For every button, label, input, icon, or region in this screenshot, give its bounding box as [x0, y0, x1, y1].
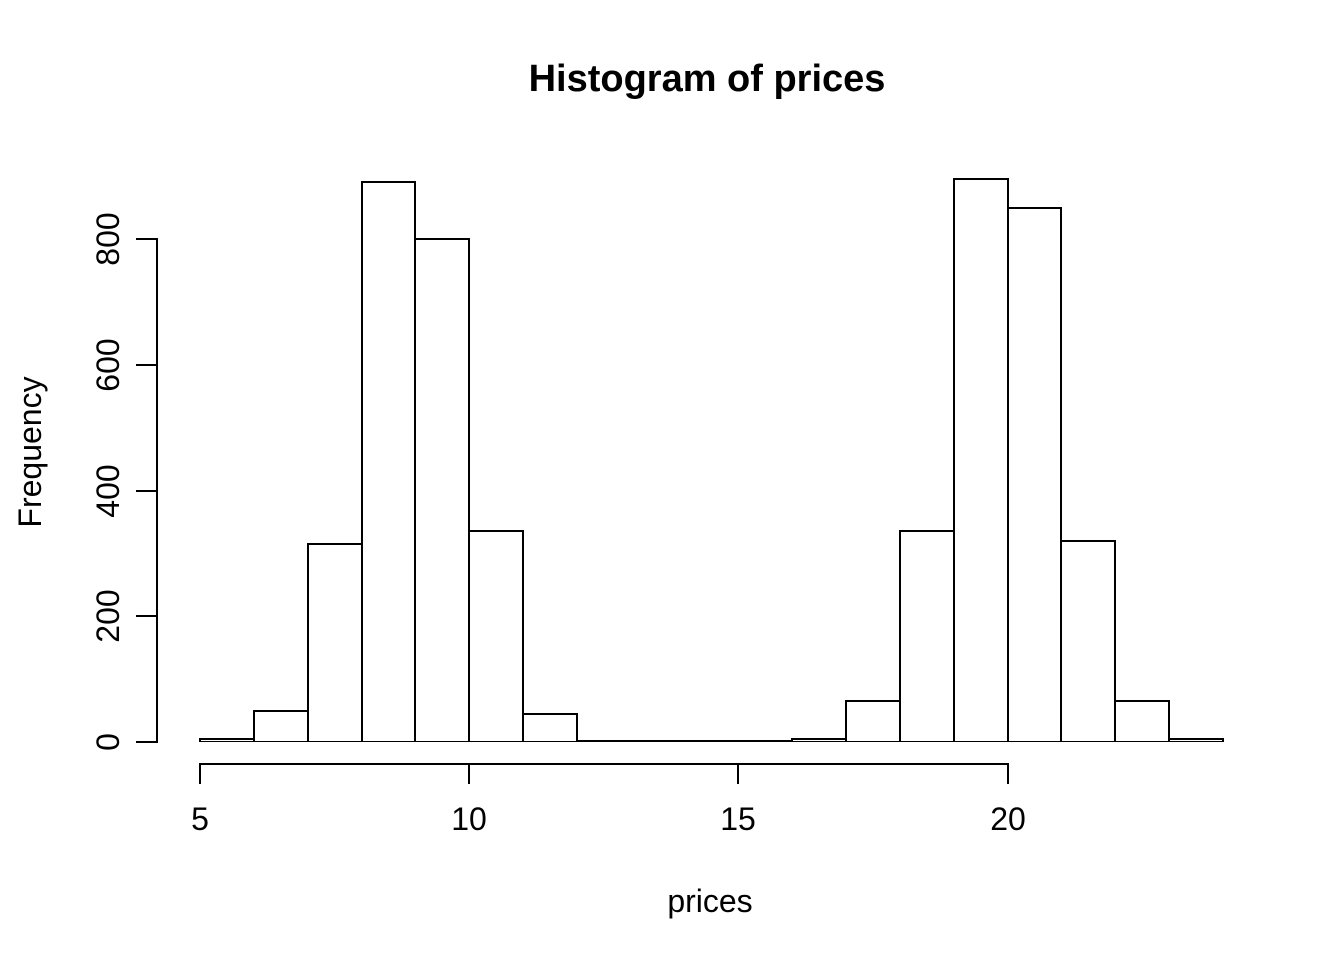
x-axis-tick [199, 763, 201, 784]
x-tick-label: 5 [191, 801, 209, 837]
histogram-bar [791, 738, 847, 741]
histogram-bar [576, 740, 632, 742]
x-axis-tick [737, 763, 739, 784]
histogram-bar [1060, 540, 1116, 741]
y-axis-tick [136, 741, 156, 743]
histogram-bar [307, 543, 363, 741]
histogram-bar [522, 713, 578, 741]
y-tick-label: 400 [90, 464, 126, 518]
y-axis-tick [136, 615, 156, 617]
x-tick-label: 15 [720, 801, 756, 837]
y-axis-line [156, 238, 158, 743]
x-axis-tick [1007, 763, 1009, 784]
histogram-bar [845, 700, 901, 741]
y-axis-tick [136, 238, 156, 240]
x-axis-line [199, 763, 1009, 765]
y-tick-label: 800 [90, 212, 126, 266]
histogram-bar [199, 738, 255, 741]
histogram-baseline [199, 740, 1224, 742]
histogram-bar [1114, 700, 1170, 741]
y-axis-tick [136, 364, 156, 366]
histogram-bar [414, 238, 470, 741]
y-tick-label: 0 [90, 733, 126, 751]
x-axis-label: prices [667, 883, 753, 919]
histogram-bar [899, 530, 955, 741]
histogram-bar [253, 710, 309, 741]
y-tick-label: 600 [90, 338, 126, 392]
histogram-bar [468, 530, 524, 741]
x-tick-label: 10 [451, 801, 487, 837]
histogram-bar [953, 178, 1009, 741]
histogram-bar [1007, 207, 1062, 741]
x-tick-label: 20 [990, 801, 1026, 837]
x-axis-tick [468, 763, 470, 784]
y-axis-label: Frequency [12, 376, 48, 528]
y-tick-label: 200 [90, 589, 126, 643]
histogram-bar [1168, 738, 1224, 741]
chart-title: Histogram of prices [528, 58, 886, 100]
histogram-bar [361, 181, 416, 741]
y-axis-tick [136, 490, 156, 492]
